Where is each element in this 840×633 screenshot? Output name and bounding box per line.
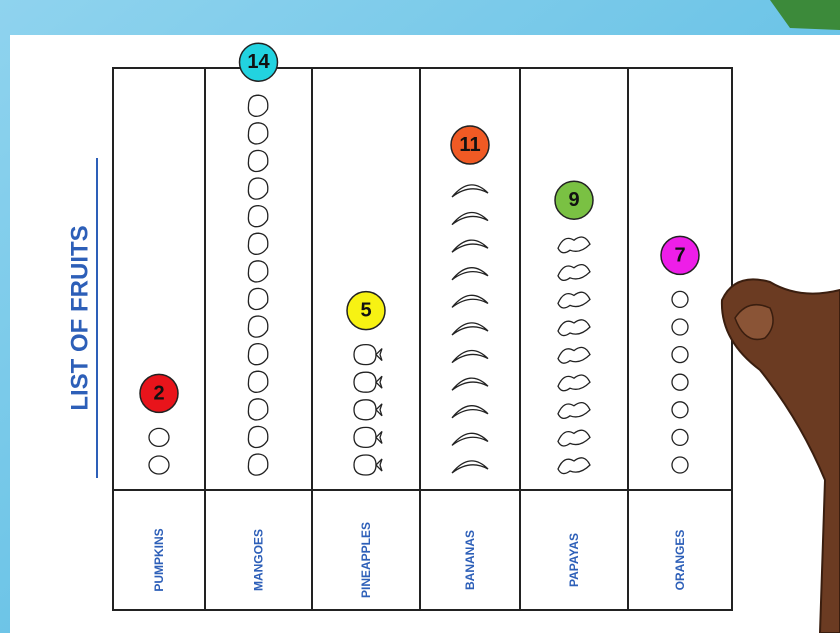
mango-icon	[247, 287, 269, 311]
pineapple-icon	[353, 454, 383, 476]
count-badge	[139, 373, 179, 414]
orange-icon	[671, 318, 689, 336]
orange-icon	[671, 290, 689, 309]
mango-icon	[247, 94, 269, 117]
banana-icon	[451, 239, 489, 253]
banana-icon	[451, 322, 489, 336]
mango-icon	[247, 177, 269, 200]
banana-icon	[451, 377, 489, 391]
banana-icon	[451, 267, 489, 281]
pointing-hand	[720, 278, 840, 633]
pineapple-icon	[353, 343, 383, 366]
papaya-icon	[557, 346, 591, 364]
category-label: PUMPKINS	[152, 528, 166, 591]
mango-icon	[247, 315, 269, 338]
banana-icon	[451, 294, 489, 308]
count-badge	[450, 125, 490, 165]
sheet	[10, 35, 840, 633]
category-label: MANGOES	[252, 529, 266, 591]
mango-icon	[247, 370, 269, 393]
leaf-decoration	[770, 0, 840, 30]
count-badge	[346, 290, 386, 331]
mango-icon	[247, 122, 269, 145]
icon-column	[353, 343, 383, 476]
mango-icon	[247, 453, 269, 476]
count-badge	[554, 180, 594, 220]
papaya-icon	[557, 319, 591, 337]
chart-title: LIST OF FRUITS	[67, 225, 94, 410]
orange-icon	[671, 345, 689, 364]
banana-icon	[451, 349, 489, 364]
papaya-icon	[557, 457, 591, 475]
icon-column	[671, 290, 689, 474]
orange-icon	[671, 373, 689, 391]
count-label: 2	[153, 382, 164, 404]
papaya-icon	[557, 291, 591, 309]
category-label: ORANGES	[673, 530, 687, 591]
mango-icon	[247, 260, 269, 283]
banana-icon	[451, 184, 489, 198]
banana-icon	[451, 460, 489, 474]
count-label: 9	[568, 189, 579, 211]
count-badge	[238, 42, 279, 82]
mango-icon	[247, 204, 269, 228]
icon-column	[148, 427, 170, 475]
icon-column	[451, 184, 489, 474]
orange-icon	[671, 456, 689, 474]
category-label: PAPAYAS	[567, 533, 581, 587]
pumpkin-icon	[148, 427, 170, 448]
pumpkin-icon	[148, 455, 170, 475]
papaya-icon	[557, 401, 591, 419]
papaya-icon	[557, 263, 591, 281]
category-label: BANANAS	[463, 530, 477, 590]
mango-icon	[247, 398, 269, 421]
mango-icon	[247, 149, 269, 173]
orange-icon	[671, 401, 689, 419]
papaya-icon	[557, 236, 591, 254]
count-label: 14	[247, 51, 270, 73]
mango-icon	[247, 425, 269, 449]
banana-icon	[451, 211, 489, 226]
count-label: 7	[674, 244, 685, 266]
pineapple-icon	[353, 399, 383, 421]
papaya-icon	[557, 429, 591, 447]
papaya-icon	[557, 374, 591, 392]
count-label: 11	[459, 134, 480, 156]
pineapple-icon	[353, 426, 383, 449]
orange-icon	[671, 428, 689, 447]
icon-column	[557, 236, 591, 475]
category-label: PINEAPPLES	[359, 522, 373, 598]
count-label: 5	[360, 300, 371, 322]
mango-icon	[247, 342, 269, 366]
icon-column	[247, 94, 269, 476]
pineapple-icon	[353, 371, 383, 393]
banana-icon	[451, 432, 489, 446]
banana-icon	[451, 405, 489, 419]
count-badge	[660, 235, 700, 276]
mango-icon	[247, 232, 269, 255]
